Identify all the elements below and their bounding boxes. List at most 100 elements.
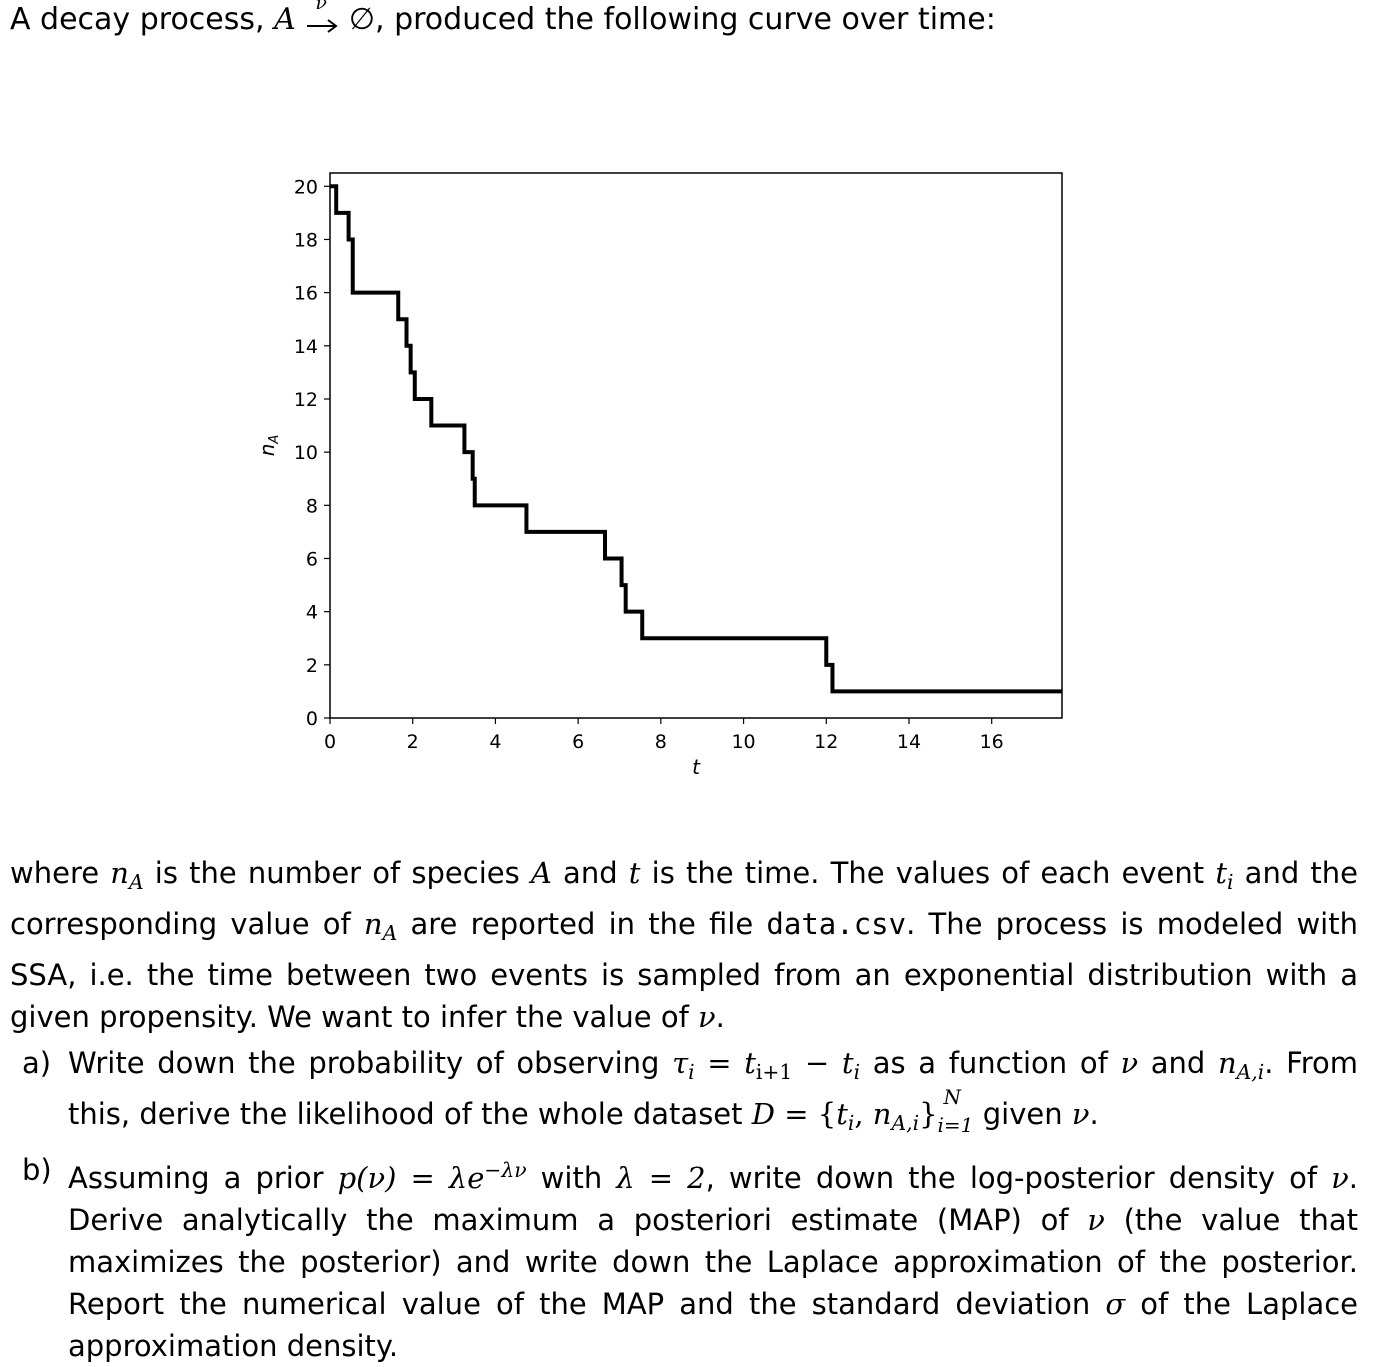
text: . The process is modeled with SSA, i.e. …	[10, 907, 1358, 1035]
reaction-arrow: ν	[305, 0, 339, 33]
subscript: i	[1227, 870, 1234, 895]
dataset-symbol: D	[751, 1097, 776, 1132]
symbol: t	[836, 1097, 848, 1132]
plot-frame	[329, 172, 1063, 719]
text: as a function of	[860, 1046, 1121, 1080]
x-tick-label: 8	[655, 731, 667, 753]
text: given	[973, 1097, 1072, 1132]
y-tick-label: 20	[294, 176, 318, 198]
tau-symbol: τi	[672, 1046, 695, 1084]
upper-limit: N	[943, 1085, 962, 1110]
text: .	[1089, 1097, 1099, 1132]
file-name: data.csv	[766, 907, 907, 942]
subscript: A	[128, 870, 144, 895]
question-label: a)	[22, 1046, 52, 1080]
y-tick-label: 4	[306, 602, 318, 624]
lambda-value: λ = 2	[616, 1161, 706, 1196]
species-symbol: A	[530, 856, 552, 890]
x-tick-label: 14	[897, 731, 921, 753]
symbol: t	[744, 1046, 756, 1080]
n-a-i-symbol: nA,i	[872, 1097, 919, 1135]
text: (the value that maximizes the posterior)…	[68, 1203, 1358, 1322]
text: and	[551, 856, 629, 890]
text: . From this, derive the likelihood of th…	[68, 1046, 1358, 1132]
y-tick-label: 14	[294, 336, 318, 358]
y-tick-label: 12	[294, 389, 318, 411]
decay-step-chart: 0 2 4 6 8 10 12 14 16 0 2 4 6 8 10 12 14 16 18 20 t nA	[255, 172, 1063, 779]
subscript: i	[688, 1060, 695, 1085]
y-tick-label: 0	[306, 708, 318, 730]
equals: =	[694, 1046, 745, 1080]
question-b: b) Assuming a prior p(ν) = λe−λν with λ …	[22, 1149, 1358, 1367]
text: is the time. The values of each event	[640, 856, 1216, 890]
question-text: Write down the probability of observing …	[68, 1042, 1358, 1144]
intro-text-after: , produced the following curve over time…	[375, 2, 996, 37]
text: where	[10, 856, 111, 890]
text: Assuming a prior	[68, 1161, 338, 1196]
subscript: i+1	[755, 1060, 793, 1085]
series-line	[330, 184, 1062, 694]
symbol: n	[363, 907, 383, 942]
rate-symbol: ν	[315, 0, 327, 14]
comma: ,	[854, 1097, 873, 1132]
y-tick-label: 10	[294, 442, 318, 464]
x-tick-label: 10	[731, 731, 755, 753]
prior-expression: (ν) = λe	[356, 1161, 485, 1196]
right-arrow-icon	[307, 18, 338, 33]
nu-symbol: ν	[1331, 1161, 1349, 1196]
symbol: t	[1215, 856, 1227, 890]
y-tick-label: 8	[306, 495, 318, 517]
equals-brace: = {	[775, 1097, 837, 1132]
text: and	[1138, 1046, 1218, 1080]
text: . Derive analytically the maximum a post…	[68, 1161, 1358, 1238]
x-tick-label: 4	[489, 731, 501, 753]
nu-symbol: ν	[698, 1000, 716, 1035]
svg-text:nA: nA	[255, 435, 282, 457]
symbol: n	[110, 856, 129, 890]
nu-symbol: ν	[1120, 1046, 1139, 1080]
text: Write down the probability of observing	[68, 1046, 673, 1080]
intro-text-before: A decay process,	[10, 2, 275, 37]
x-tick-label: 0	[324, 731, 336, 753]
description-paragraph: where nA is the number of species A and …	[10, 852, 1358, 1038]
subscript: i	[853, 1060, 861, 1085]
symbol: t	[841, 1046, 854, 1080]
symbol: n	[1217, 1046, 1237, 1080]
chart-ticks: 0 2 4 6 8 10 12 14 16 0 2 4 6 8 10 12 14 16 18 20	[294, 176, 1004, 753]
t-i-symbol: ti	[1215, 856, 1233, 894]
x-tick-label: 2	[407, 731, 419, 753]
chart-axes	[329, 172, 1063, 719]
y-tick-label: 16	[294, 283, 318, 305]
close-brace: }	[919, 1097, 938, 1132]
x-tick-label: 16	[980, 731, 1004, 753]
prior-exponent: −λν	[484, 1158, 527, 1182]
subscript: A,i	[1236, 1060, 1265, 1085]
question-a: a) Write down the probability of observi…	[22, 1042, 1358, 1144]
subscript: i	[847, 1111, 855, 1136]
text: is the number of species	[143, 856, 531, 890]
symbol: n	[872, 1097, 892, 1132]
text: are reported in the file	[397, 907, 767, 942]
y-tick-label: 18	[294, 229, 318, 251]
minus: −	[792, 1046, 842, 1080]
subscript: A,i	[891, 1111, 920, 1136]
question-text: Assuming a prior p(ν) = λe−λν with λ = 2…	[68, 1149, 1358, 1367]
x-tick-label: 6	[572, 731, 584, 753]
intro-sentence: A decay process, A ν ∅, produced the fol…	[10, 0, 996, 37]
nu-symbol: ν	[1071, 1097, 1090, 1132]
species-symbol: A	[274, 2, 296, 37]
t-next-symbol: ti+1	[744, 1046, 792, 1084]
text: .	[715, 1000, 725, 1035]
y-tick-label: 6	[306, 548, 318, 570]
t-i-symbol: ti	[841, 1046, 860, 1084]
y-tick-label: 2	[306, 655, 318, 677]
empty-set-symbol: ∅	[348, 2, 375, 37]
n-a-i-symbol: nA,i	[1217, 1046, 1264, 1084]
text: with	[526, 1161, 617, 1196]
n-a-symbol: nA	[110, 856, 143, 894]
sigma-symbol: σ	[1105, 1287, 1126, 1322]
lower-limit: i=1	[937, 1113, 974, 1138]
x-axis-label: t	[692, 755, 701, 779]
text: , write down the log-posterior density o…	[705, 1161, 1332, 1196]
